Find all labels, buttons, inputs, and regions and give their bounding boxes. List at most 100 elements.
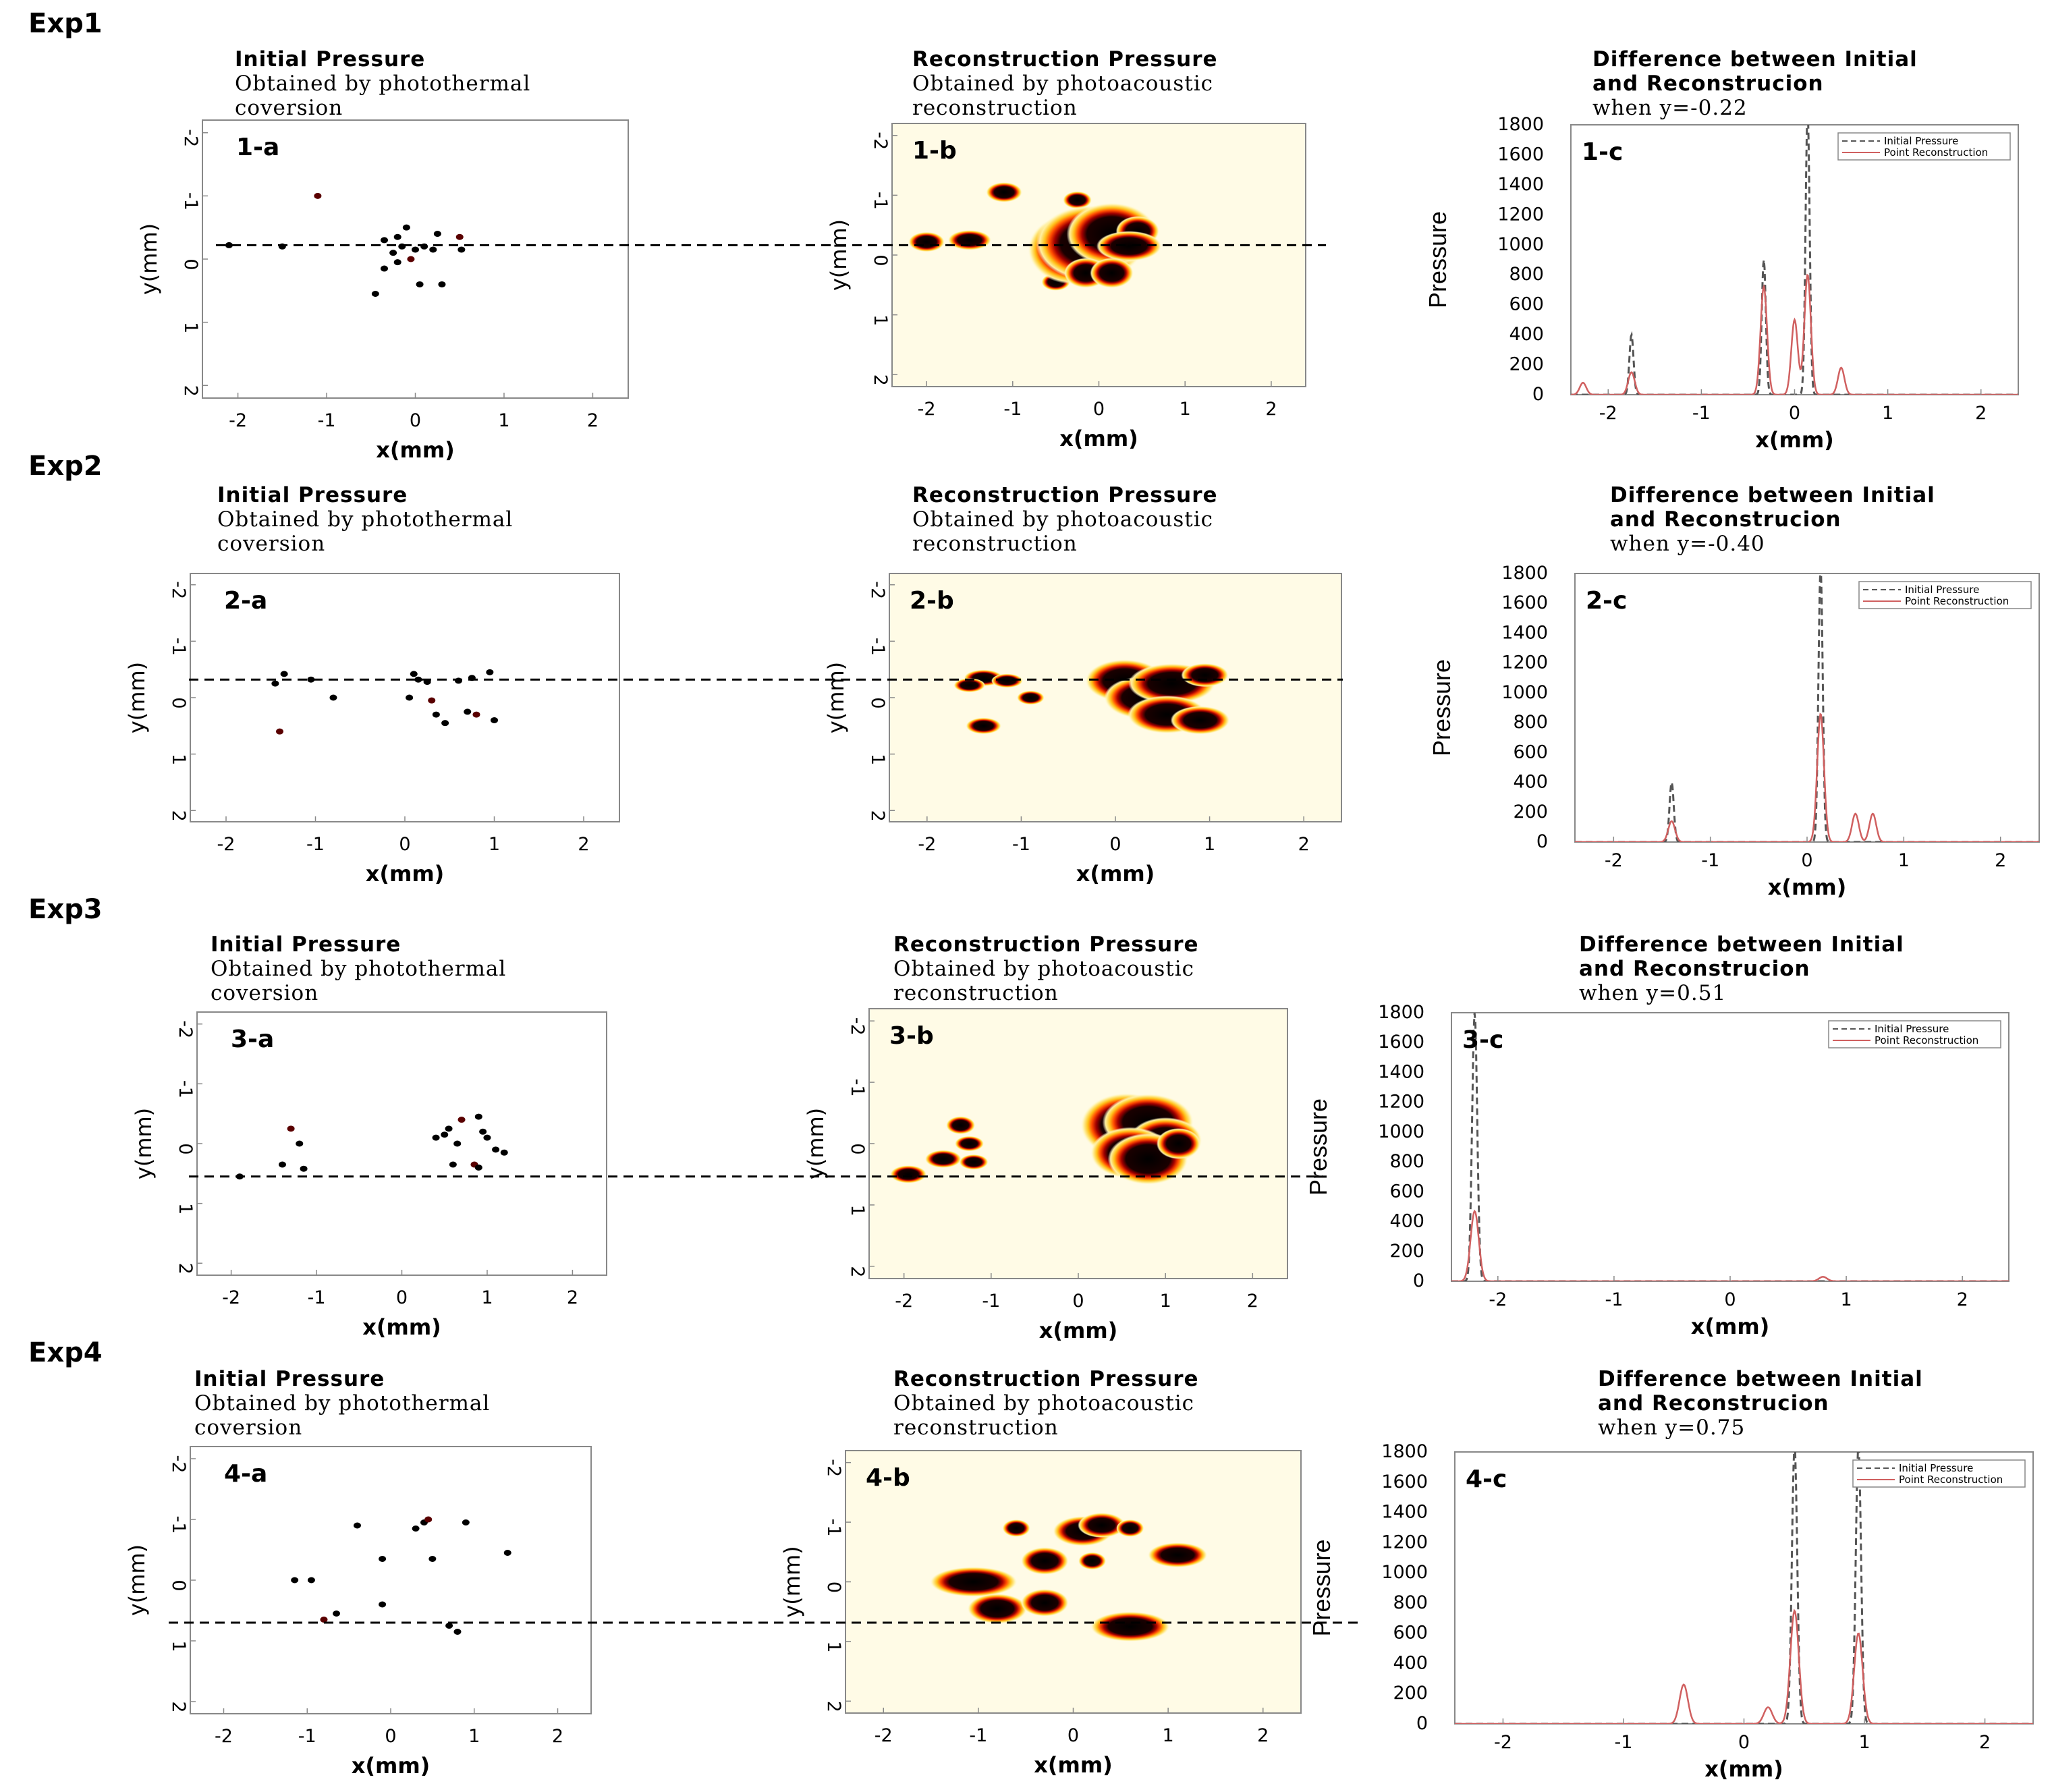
- panel-c-ytick-label: 800: [1393, 1592, 1428, 1613]
- data-point: [453, 1629, 462, 1635]
- data-point: [441, 720, 449, 727]
- panel-b-xtick-label: 1: [1180, 399, 1191, 420]
- legend-recon-label: Point Reconstruction: [1899, 1474, 2003, 1486]
- panel-c-xtick-label: 2: [1957, 1289, 1968, 1310]
- data-point: [492, 1146, 500, 1153]
- data-point: [441, 1131, 449, 1138]
- data-point: [402, 224, 410, 231]
- data-point: [474, 1164, 482, 1171]
- panel-a-ytick-label: -1: [180, 192, 201, 211]
- legend-box: [1828, 1020, 2001, 1048]
- panel-c-ytick-label: 800: [1513, 712, 1548, 733]
- panel-label-b: 2-b: [910, 587, 954, 615]
- panel-b-xtick-label: 2: [1257, 1725, 1269, 1746]
- data-point: [445, 1125, 453, 1132]
- panel-c-ytick-label: 200: [1393, 1683, 1428, 1704]
- panel-a-ytick-label: -2: [175, 1020, 196, 1038]
- exp4-title-c: Difference between Initial and Reconstruc…: [1598, 1367, 1923, 1440]
- panel-a-xtick-label: -2: [217, 834, 235, 855]
- panel-b-ytick-label: 2: [867, 810, 888, 822]
- panel-c-ytick-label: 0: [1416, 1713, 1428, 1734]
- panel-a-frame: [202, 119, 629, 399]
- panel-c-xlabel: x(mm): [1755, 427, 1834, 453]
- panel-c-ytick-label: 600: [1509, 294, 1544, 315]
- legend-initial-label: Initial Pressure: [1905, 584, 1979, 596]
- panel-a-ytick-label: -2: [180, 129, 201, 147]
- panel-b-xtick-label: -1: [982, 1291, 1000, 1312]
- data-point: [479, 1128, 487, 1135]
- panel-b-xtick-label: 0: [1093, 399, 1105, 420]
- panel-c-ytick-label: 1200: [1501, 652, 1548, 673]
- heat-blob: [966, 717, 1001, 735]
- panel-c-frame: [1570, 124, 2019, 395]
- panel-c-xtick-label: -1: [1614, 1732, 1632, 1753]
- panel-c-ytick-label: 600: [1513, 741, 1548, 762]
- exp1-panel-c: -2 -1 0 1 2 0 200 400 600 800 1000 1200 1400 1600 1800…: [1424, 114, 2019, 453]
- panel-c-xtick-label: -2: [1599, 403, 1617, 424]
- panel-b-ytick-label: -2: [870, 132, 891, 150]
- panel-b-ylabel: y(mm): [823, 662, 849, 733]
- panel-a-xtick-label: 0: [396, 1287, 408, 1308]
- legend-box: [1858, 581, 2032, 609]
- panel-c-xtick-label: -2: [1489, 1289, 1507, 1310]
- panel-label-b: 1-b: [912, 137, 957, 165]
- panel-b-xtick-label: 1: [1204, 834, 1215, 855]
- heat-blob: [1090, 258, 1134, 288]
- panel-b-ylabel: y(mm): [803, 1108, 829, 1179]
- panel-a-ytick-label: -1: [168, 1516, 189, 1534]
- heat-blob: [1016, 690, 1045, 705]
- panel-b-ytick-label: 2: [847, 1266, 868, 1277]
- panel-a-ylabel: y(mm): [124, 662, 150, 733]
- data-point: [280, 671, 288, 677]
- panel-c-xtick-label: 2: [1975, 403, 1987, 424]
- heat-blob: [959, 1154, 989, 1170]
- data-point: [314, 192, 322, 199]
- panel-c-ytick-label: 800: [1509, 264, 1544, 285]
- panel-a-xtick-label: -1: [318, 410, 336, 431]
- heat-blob: [1181, 663, 1229, 688]
- point-reconstruction-line: [1455, 1608, 2033, 1724]
- panel-b-xtick-label: -2: [895, 1291, 913, 1312]
- panel-b-ytick-label: -1: [870, 192, 891, 210]
- exp3-title-c: Difference between Initial and Reconstruc…: [1579, 932, 1904, 1005]
- panel-a-ylabel: y(mm): [124, 1544, 150, 1616]
- panel-b-xtick-label: -1: [1012, 834, 1030, 855]
- panel-b-ytick-label: -1: [847, 1079, 868, 1097]
- exp4-title-a: Initial Pressure Obtained by photothermal…: [194, 1367, 491, 1440]
- data-point: [472, 711, 480, 718]
- legend-recon-label: Point Reconstruction: [1875, 1034, 1978, 1046]
- panel-a-ytick-label: 1: [180, 322, 201, 333]
- heatmap-background: [845, 1451, 1301, 1713]
- legend-recon-label: Point Reconstruction: [1905, 595, 2009, 607]
- exp4-label: Exp4: [28, 1337, 103, 1368]
- panel-c-ytick-label: 200: [1509, 354, 1544, 375]
- panel-c-frame: [1574, 573, 2040, 843]
- panel-b-xtick-label: -1: [969, 1725, 987, 1746]
- panel-a-xtick-label: -2: [229, 410, 247, 431]
- panel-b-xtick-label: 2: [1298, 834, 1310, 855]
- data-point: [320, 1617, 328, 1623]
- panel-a-ytick-label: 2: [168, 810, 189, 822]
- panel-c-xtick-label: 0: [1801, 850, 1812, 871]
- legend-recon-label: Point Reconstruction: [1884, 146, 1988, 159]
- line-series: [1451, 1013, 2009, 1281]
- heat-blob: [1002, 1519, 1030, 1537]
- line-series: [1575, 573, 2039, 842]
- panel-a-ytick-label: -2: [168, 581, 189, 599]
- panel-c-ytick-label: 1400: [1381, 1502, 1428, 1523]
- data-point: [445, 1623, 453, 1629]
- data-point: [503, 1550, 511, 1556]
- data-point: [500, 1149, 508, 1156]
- panel-a-xtick-label: -1: [308, 1287, 326, 1308]
- panel-b-ytick-label: 2: [823, 1701, 844, 1712]
- legend-initial-label: Initial Pressure: [1884, 135, 1958, 147]
- panel-a-xtick-label: 2: [552, 1726, 563, 1747]
- data-point: [453, 1140, 462, 1147]
- panel-b-xtick-label: 0: [1067, 1725, 1079, 1746]
- data-point: [393, 233, 401, 240]
- panel-a-xtick-label: -1: [298, 1726, 316, 1747]
- data-point: [389, 250, 397, 256]
- data-point: [424, 1516, 433, 1523]
- panel-c-xlabel: x(mm): [1691, 1314, 1770, 1339]
- panel-b-xtick-label: 2: [1247, 1291, 1258, 1312]
